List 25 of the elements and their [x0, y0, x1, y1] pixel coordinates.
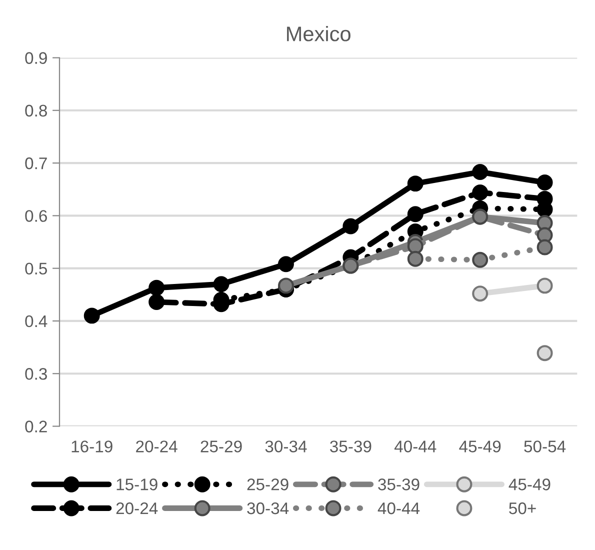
x-tick-label: 40-44 [394, 440, 436, 452]
y-tick-label: 0.4 [25, 315, 48, 328]
legend-label: 15-19 [116, 478, 158, 490]
legend-label: 30-34 [247, 502, 289, 514]
legend-label: 25-29 [247, 478, 288, 490]
x-tick-label: 16-19 [72, 440, 112, 452]
y-tick-label: 0.8 [25, 104, 47, 117]
y-tick-label: 0.9 [25, 52, 47, 64]
legend-label: 20-24 [116, 502, 158, 514]
x-tick-label: 25-29 [200, 440, 242, 452]
y-tick-label: 0.7 [25, 157, 47, 170]
y-tick-label: 0.3 [25, 368, 47, 380]
y-tick-label: 0.5 [25, 262, 47, 275]
x-tick-label: 50-54 [524, 440, 566, 452]
x-tick-label: 30-34 [265, 440, 307, 452]
legend-label: 45-49 [508, 478, 550, 490]
x-tick-label: 35-39 [330, 440, 372, 452]
y-tick-label: 0.2 [25, 420, 47, 432]
x-tick-label: 45-49 [459, 440, 501, 452]
legend-label: 35-39 [378, 478, 420, 490]
legend-label: 40-44 [378, 502, 420, 514]
chart-title: Mexico [287, 26, 350, 42]
y-tick-label: 0.6 [25, 210, 47, 222]
x-tick-label: 20-24 [136, 440, 178, 452]
legend-label: 50+ [509, 502, 536, 514]
